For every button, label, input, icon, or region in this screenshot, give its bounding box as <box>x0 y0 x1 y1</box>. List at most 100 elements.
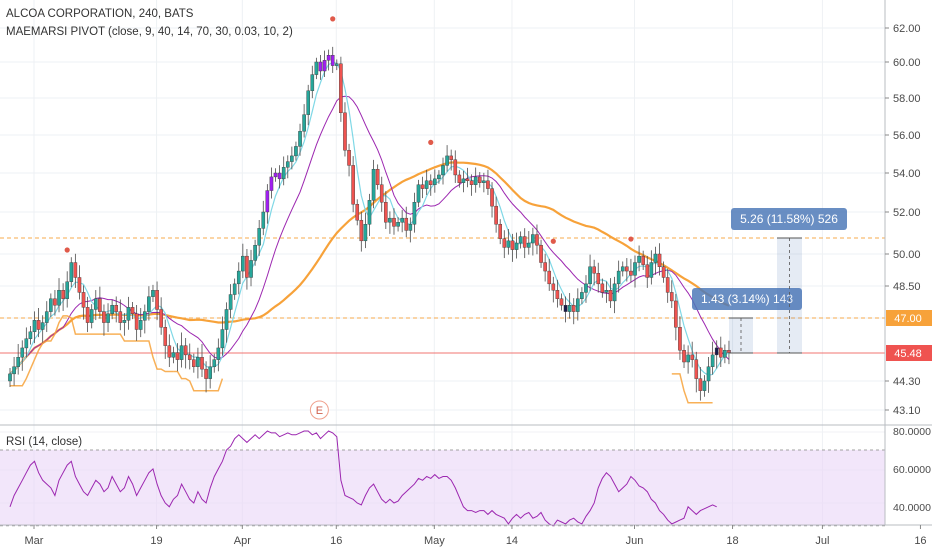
candle[interactable] <box>167 334 172 367</box>
candle[interactable] <box>674 293 678 341</box>
candle[interactable] <box>351 156 355 213</box>
candle[interactable] <box>539 239 543 268</box>
candle[interactable] <box>457 170 462 188</box>
candle[interactable] <box>518 231 523 249</box>
candle[interactable] <box>126 296 131 330</box>
candle[interactable] <box>596 262 601 293</box>
candlesticks[interactable] <box>8 46 731 401</box>
candle[interactable] <box>563 296 568 323</box>
candle[interactable] <box>36 307 41 338</box>
candle[interactable] <box>571 298 576 325</box>
candle[interactable] <box>183 338 188 369</box>
candle[interactable] <box>437 170 441 184</box>
candle[interactable] <box>371 159 376 209</box>
candle[interactable] <box>16 344 20 375</box>
candle[interactable] <box>657 243 662 276</box>
candle[interactable] <box>322 50 327 77</box>
candle[interactable] <box>633 255 637 288</box>
candle[interactable] <box>555 279 560 308</box>
candle[interactable] <box>678 316 682 360</box>
candle[interactable] <box>20 340 25 371</box>
candle[interactable] <box>490 182 494 218</box>
candle[interactable] <box>424 169 429 196</box>
candle[interactable] <box>151 284 155 302</box>
candle[interactable] <box>220 316 225 356</box>
candle[interactable] <box>514 232 519 259</box>
candle[interactable] <box>277 165 282 189</box>
candle[interactable] <box>612 276 617 314</box>
candle[interactable] <box>363 212 368 249</box>
candle[interactable] <box>326 49 331 71</box>
candle[interactable] <box>171 346 176 364</box>
candle[interactable] <box>502 230 507 259</box>
candle[interactable] <box>12 357 16 386</box>
candle[interactable] <box>8 367 12 388</box>
candle[interactable] <box>196 347 200 379</box>
candle[interactable] <box>110 299 114 320</box>
candle[interactable] <box>473 167 478 193</box>
candle[interactable] <box>298 123 302 156</box>
candle[interactable] <box>469 174 474 196</box>
candle[interactable] <box>686 345 690 374</box>
candle[interactable] <box>559 293 564 311</box>
candle[interactable] <box>465 167 470 188</box>
candle[interactable] <box>236 262 241 295</box>
candle[interactable] <box>77 265 82 300</box>
candle[interactable] <box>216 338 221 372</box>
candle[interactable] <box>392 208 396 235</box>
candle[interactable] <box>428 174 433 196</box>
candle[interactable] <box>118 299 123 331</box>
candle[interactable] <box>694 351 699 393</box>
candle[interactable] <box>706 357 711 393</box>
candle[interactable] <box>547 258 552 291</box>
candle[interactable] <box>81 285 86 320</box>
candle[interactable] <box>384 191 388 229</box>
candle[interactable] <box>412 192 417 233</box>
candle[interactable] <box>44 301 49 333</box>
candle[interactable] <box>241 243 245 279</box>
candle[interactable] <box>690 341 694 368</box>
candle[interactable] <box>433 169 437 193</box>
candle[interactable] <box>723 344 727 364</box>
candle[interactable] <box>290 146 294 170</box>
candle[interactable] <box>653 246 658 275</box>
candle[interactable] <box>347 143 351 177</box>
candle[interactable] <box>130 302 135 320</box>
candle[interactable] <box>620 261 625 277</box>
candle[interactable] <box>661 261 666 283</box>
candle[interactable] <box>265 184 270 224</box>
candle[interactable] <box>192 353 196 373</box>
candle[interactable] <box>506 228 511 255</box>
candle[interactable] <box>567 293 572 319</box>
candle[interactable] <box>445 145 449 172</box>
candle[interactable] <box>576 288 580 321</box>
candle[interactable] <box>102 304 106 336</box>
candle[interactable] <box>281 156 286 186</box>
candle[interactable] <box>522 228 527 259</box>
candle[interactable] <box>375 164 380 190</box>
candle[interactable] <box>616 260 621 293</box>
candle[interactable] <box>253 239 257 266</box>
candle[interactable] <box>449 149 453 171</box>
candle[interactable] <box>179 332 184 368</box>
candle[interactable] <box>396 217 400 232</box>
candle[interactable] <box>61 283 65 311</box>
candle[interactable] <box>228 284 233 319</box>
candle[interactable] <box>400 209 404 233</box>
candle[interactable] <box>727 340 731 365</box>
candle[interactable] <box>604 281 609 303</box>
candle[interactable] <box>608 278 613 308</box>
candle[interactable] <box>641 250 645 270</box>
candle[interactable] <box>200 344 204 377</box>
candle[interactable] <box>318 55 323 80</box>
candle[interactable] <box>249 249 253 287</box>
candle[interactable] <box>535 224 539 255</box>
candle[interactable] <box>510 233 515 262</box>
candle[interactable] <box>85 296 90 333</box>
candle[interactable] <box>645 255 650 288</box>
candle[interactable] <box>187 343 192 370</box>
candle[interactable] <box>580 287 584 305</box>
candle[interactable] <box>212 353 217 373</box>
candle[interactable] <box>355 199 360 226</box>
